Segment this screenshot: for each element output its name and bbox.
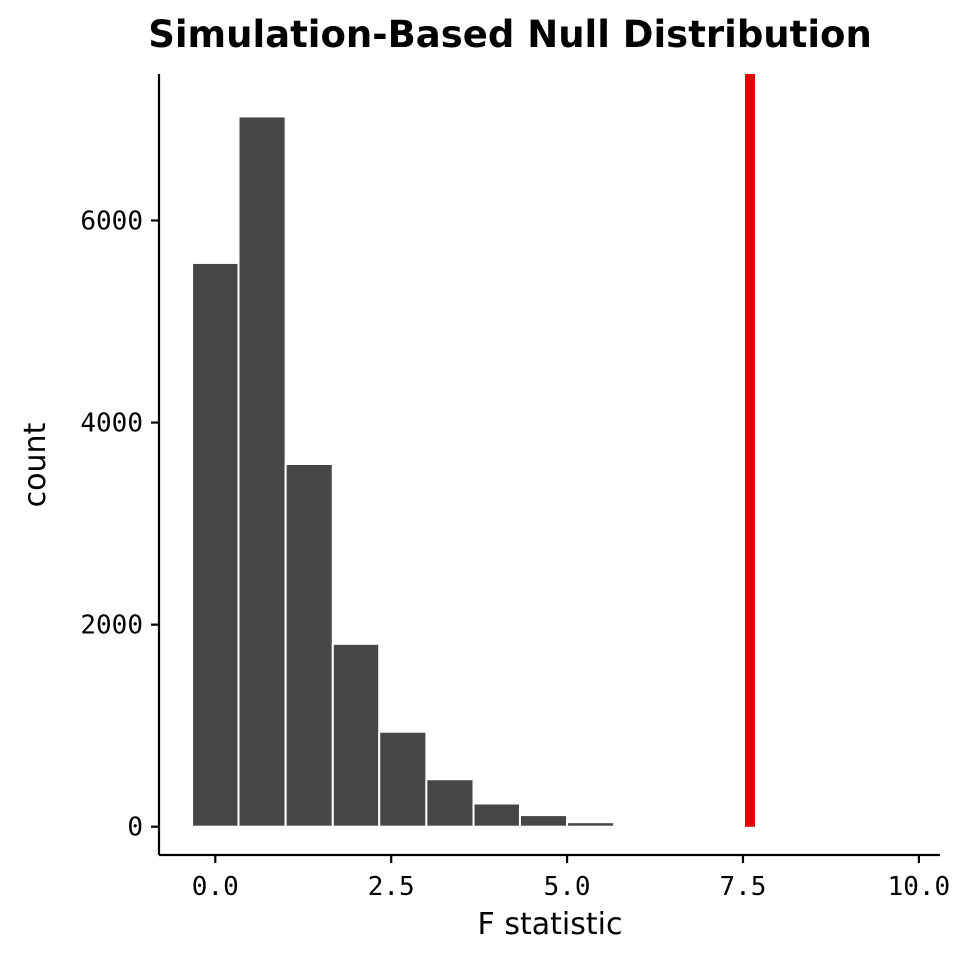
y-tick-label-2: 4000 bbox=[80, 409, 143, 439]
histogram-bar-6 bbox=[472, 802, 521, 828]
histogram-bar-10 bbox=[659, 825, 709, 828]
chart-title: Simulation-Based Null Distribution bbox=[148, 13, 872, 56]
y-tick-label-0: 0 bbox=[127, 813, 143, 843]
histogram-bar-7 bbox=[518, 814, 569, 828]
histogram-bar-3 bbox=[331, 642, 381, 828]
x-tick-label-4: 10.0 bbox=[888, 872, 951, 902]
histogram-bar-9 bbox=[613, 823, 662, 828]
y-tick-label-3: 6000 bbox=[80, 207, 143, 237]
x-tick-label-2: 5.0 bbox=[544, 872, 591, 902]
y-axis-label: count bbox=[18, 422, 53, 507]
histogram-bar-8 bbox=[566, 821, 616, 828]
y-tick-label-1: 2000 bbox=[80, 611, 143, 641]
x-axis-label: F statistic bbox=[478, 907, 623, 942]
bars-layer bbox=[191, 115, 897, 829]
x-tick-label-0: 0.0 bbox=[192, 872, 239, 902]
histogram-bar-12 bbox=[753, 825, 803, 829]
ticks-layer: 0.0 2.5 5.0 7.5 10.0 0 2000 4000 6000 bbox=[80, 207, 950, 902]
histogram-bar-13 bbox=[800, 825, 850, 829]
x-tick-label-1: 2.5 bbox=[368, 872, 415, 902]
histogram-bar-2 bbox=[284, 462, 334, 828]
histogram-bar-4 bbox=[378, 730, 428, 828]
histogram-bar-1 bbox=[237, 115, 287, 828]
axes-layer bbox=[157, 74, 940, 857]
histogram-bar-5 bbox=[425, 778, 475, 828]
histogram-bar-0 bbox=[191, 261, 240, 828]
histogram-bar-14 bbox=[847, 825, 897, 829]
x-tick-label-3: 7.5 bbox=[720, 872, 767, 902]
